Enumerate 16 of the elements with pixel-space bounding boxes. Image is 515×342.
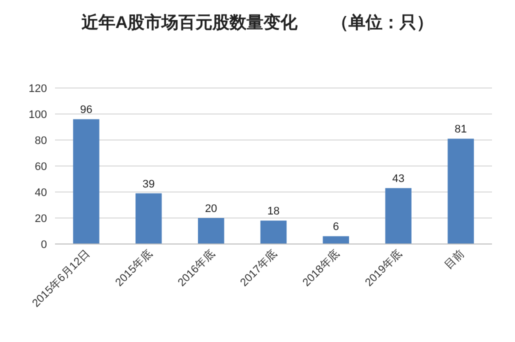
chart-title: 近年A股市场百元股数量变化 （单位：只） (80, 13, 434, 32)
data-label: 43 (392, 173, 404, 186)
x-tick-label: 目前 (442, 248, 467, 272)
data-label: 6 (332, 221, 339, 234)
data-label: 18 (267, 206, 280, 218)
data-label: 81 (454, 124, 467, 136)
y-tick-label: 80 (34, 135, 47, 147)
y-tick-label: 60 (34, 161, 47, 173)
y-tick-label: 120 (28, 83, 47, 95)
data-label: 20 (204, 203, 218, 215)
data-label: 39 (142, 178, 155, 190)
data-label: 96 (80, 104, 92, 116)
y-tick-label: 20 (34, 213, 47, 225)
y-tick-label: 0 (40, 239, 47, 251)
y-tick-label: 40 (34, 187, 47, 199)
y-tick-label: 100 (28, 109, 47, 121)
